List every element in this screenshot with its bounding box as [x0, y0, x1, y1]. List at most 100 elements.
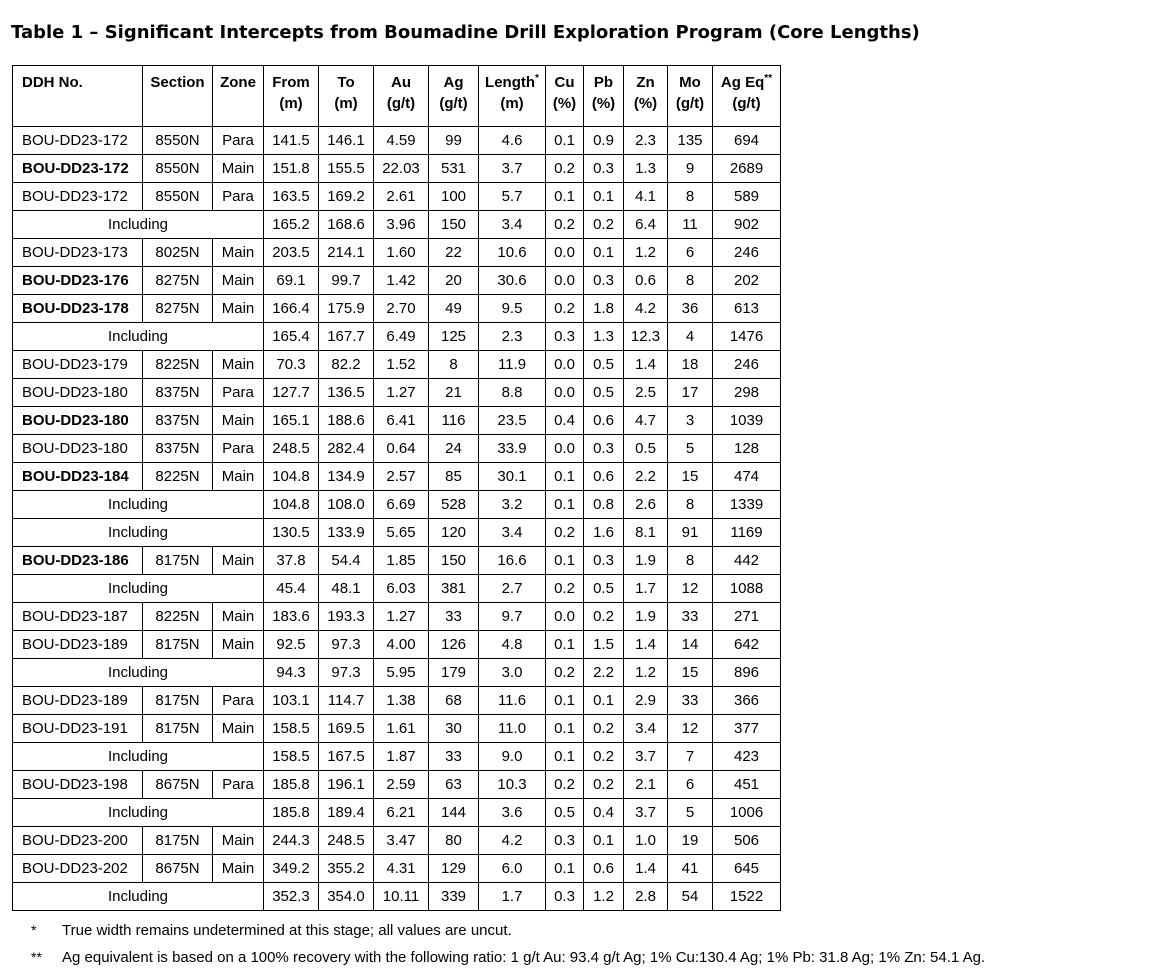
cell-to: 355.2	[318, 854, 374, 883]
cell-length: 4.2	[478, 826, 546, 855]
including-row: Including 45.4 48.1 6.03 381 2.7 0.2 0.5 1.7 12 10…	[12, 574, 781, 603]
cell-zn: 1.7	[623, 574, 668, 603]
table-row: BOU-DD23-202 8675N Main 349.2 355.2 4.31 129 6.…	[12, 854, 781, 883]
cell-cu: 0.2	[545, 154, 584, 183]
cell-pb: 0.1	[583, 238, 624, 267]
cell-zn: 1.0	[623, 826, 668, 855]
cell-ag: 63	[428, 770, 479, 799]
cell-cu: 0.1	[545, 126, 584, 155]
cell-au: 1.60	[373, 238, 429, 267]
cell-section: 8675N	[142, 854, 213, 883]
cell-length: 16.6	[478, 546, 546, 575]
cell-ag: 22	[428, 238, 479, 267]
cell-from: 104.8	[263, 462, 319, 491]
cell-mo: 12	[667, 574, 713, 603]
cell-ag: 116	[428, 406, 479, 435]
cell-section: 8550N	[142, 182, 213, 211]
cell-length: 4.8	[478, 630, 546, 659]
cell-pb: 1.5	[583, 630, 624, 659]
cell-ag-eq: 1522	[712, 882, 781, 911]
cell-section: 8175N	[142, 686, 213, 715]
cell-au: 4.59	[373, 126, 429, 155]
cell-pb: 0.2	[583, 602, 624, 631]
cell-zn: 3.4	[623, 714, 668, 743]
cell-zone: Main	[212, 154, 264, 183]
cell-mo: 54	[667, 882, 713, 911]
col-header-ag-eq: Ag Eq** (g/t)	[712, 65, 781, 127]
header-unit: (g/t)	[386, 95, 416, 112]
table-body: BOU-DD23-172 8550N Para 141.5 146.1 4.59 99 4.6…	[12, 126, 781, 911]
cell-zn: 2.9	[623, 686, 668, 715]
cell-ag-eq: 423	[712, 742, 781, 771]
cell-from: 70.3	[263, 350, 319, 379]
cell-mo: 7	[667, 742, 713, 771]
cell-zone: Main	[212, 602, 264, 631]
cell-au: 6.21	[373, 798, 429, 827]
cell-to: 133.9	[318, 518, 374, 547]
cell-cu: 0.0	[545, 350, 584, 379]
cell-mo: 8	[667, 266, 713, 295]
cell-ag: 49	[428, 294, 479, 323]
table-row: BOU-DD23-198 8675N Para 185.8 196.1 2.59 63 10.…	[12, 770, 781, 799]
cell-ag-eq: 2689	[712, 154, 781, 183]
cell-pb: 0.3	[583, 546, 624, 575]
cell-to: 108.0	[318, 490, 374, 519]
header-unit: (m)	[500, 95, 524, 112]
col-header-cu: Cu (%)	[545, 65, 584, 127]
cell-pb: 0.3	[583, 434, 624, 463]
cell-au: 6.69	[373, 490, 429, 519]
cell-from: 94.3	[263, 658, 319, 687]
cell-length: 9.0	[478, 742, 546, 771]
footnote: ** Ag equivalent is based on a 100% recov…	[11, 948, 1149, 967]
cell-au: 0.64	[373, 434, 429, 463]
cell-ag-eq: 298	[712, 378, 781, 407]
cell-to: 354.0	[318, 882, 374, 911]
cell-from: 158.5	[263, 714, 319, 743]
cell-ddh-no: BOU-DD23-187	[12, 602, 143, 631]
cell-cu: 0.0	[545, 266, 584, 295]
cell-au: 6.41	[373, 406, 429, 435]
cell-to: 97.3	[318, 658, 374, 687]
cell-cu: 0.1	[545, 714, 584, 743]
cell-zone: Main	[212, 350, 264, 379]
cell-ag-eq: 1476	[712, 322, 781, 351]
cell-mo: 12	[667, 714, 713, 743]
cell-from: 203.5	[263, 238, 319, 267]
cell-zone: Main	[212, 294, 264, 323]
cell-ddh-no: BOU-DD23-180	[12, 434, 143, 463]
cell-au: 6.03	[373, 574, 429, 603]
cell-ag: 120	[428, 518, 479, 547]
cell-length: 3.0	[478, 658, 546, 687]
cell-zn: 1.9	[623, 546, 668, 575]
footnote-marker: **	[31, 949, 42, 965]
footnote-text: Ag equivalent is based on a 100% recover…	[62, 949, 986, 966]
cell-zn: 2.8	[623, 882, 668, 911]
cell-zn: 3.7	[623, 798, 668, 827]
cell-au: 2.57	[373, 462, 429, 491]
cell-from: 163.5	[263, 182, 319, 211]
cell-ag: 144	[428, 798, 479, 827]
cell-ddh-no: BOU-DD23-200	[12, 826, 143, 855]
cell-pb: 0.2	[583, 770, 624, 799]
cell-ag-eq: 1039	[712, 406, 781, 435]
cell-section: 8375N	[142, 378, 213, 407]
header-unit: (m)	[334, 95, 358, 112]
cell-cu: 0.1	[545, 462, 584, 491]
table-title: Table 1 – Significant Intercepts from Bo…	[11, 22, 920, 43]
cell-section: 8175N	[142, 714, 213, 743]
cell-section: 8225N	[142, 350, 213, 379]
cell-ag: 126	[428, 630, 479, 659]
cell-cu: 0.1	[545, 182, 584, 211]
cell-mo: 18	[667, 350, 713, 379]
table-row: BOU-DD23-180 8375N Para 248.5 282.4 0.64 24 33.…	[12, 434, 781, 463]
cell-ddh-no: BOU-DD23-172	[12, 154, 143, 183]
cell-to: 167.7	[318, 322, 374, 351]
cell-cu: 0.0	[545, 434, 584, 463]
cell-to: 189.4	[318, 798, 374, 827]
cell-zone: Main	[212, 406, 264, 435]
cell-section: 8375N	[142, 434, 213, 463]
cell-including: Including	[12, 882, 264, 911]
header-row: DDH No. Section Zone From (m) To (m) Au (g/t) Ag(…	[12, 65, 781, 127]
cell-ag: 8	[428, 350, 479, 379]
cell-to: 114.7	[318, 686, 374, 715]
